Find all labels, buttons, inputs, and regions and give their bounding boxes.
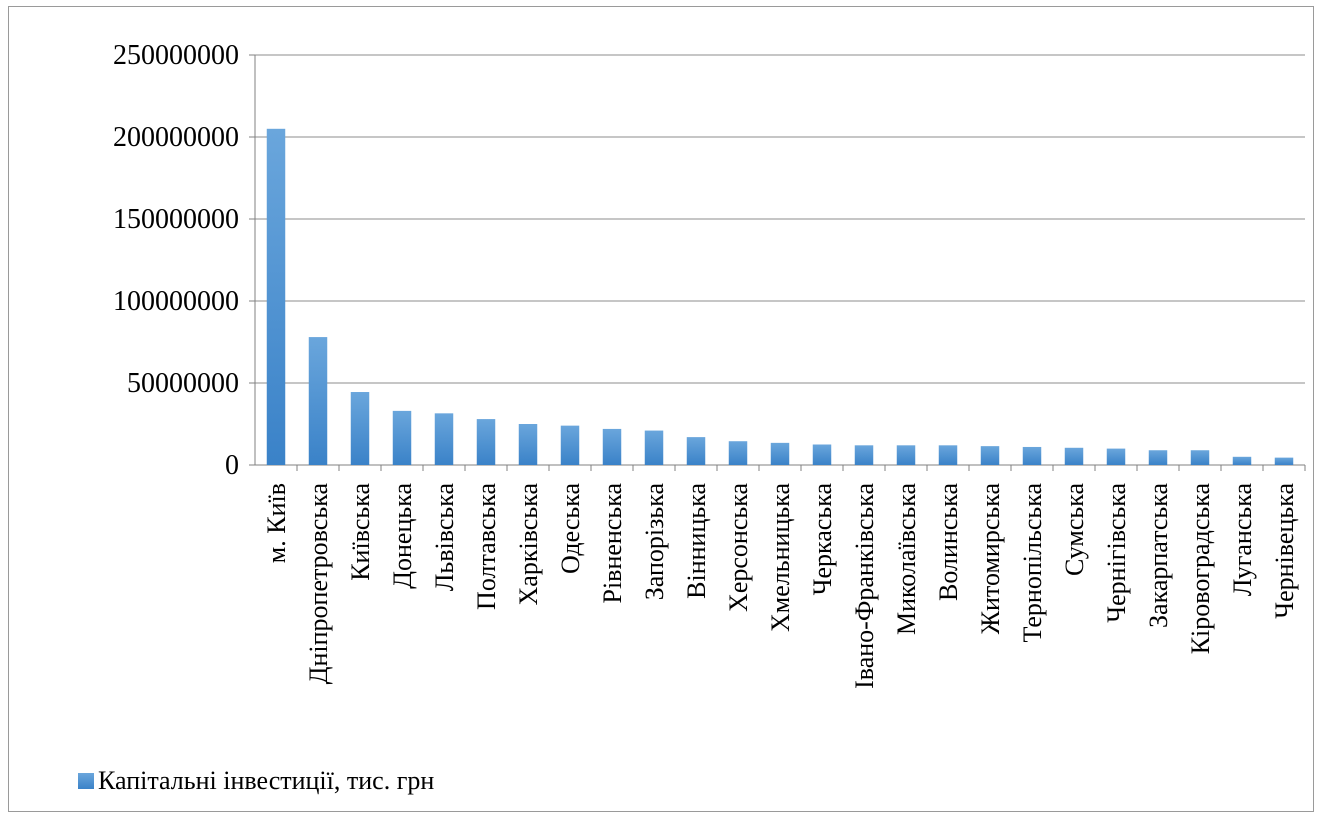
x-tick-label: Харківська [514,483,543,606]
x-tick-label: Дніпропетровська [304,483,333,685]
y-tick-label: 0 [225,450,239,481]
x-tick-label: Донецька [388,483,417,589]
bar [1022,446,1042,465]
bar [644,430,664,465]
y-tick-label: 200000000 [113,122,239,153]
bar [518,424,538,465]
bar [854,445,874,465]
legend-label: Капітальні інвестиції, тис. грн [98,766,435,795]
x-tick-label: Чернігівська [1102,483,1131,623]
bar [812,444,832,465]
x-tick-label: Закарпатська [1144,483,1173,628]
x-tick-label: Луганська [1228,483,1257,597]
y-tick-label: 50000000 [127,368,239,399]
y-tick-label: 150000000 [113,204,239,235]
x-tick-label: Миколаївська [892,483,921,635]
x-tick-label: Київська [346,483,375,581]
bar [602,428,622,465]
bar [308,337,328,465]
x-tick-label: Хмельницька [766,483,795,632]
x-tick-label: Херсонська [724,483,753,612]
bars [266,128,1294,466]
x-tick-label: Черкаська [808,483,837,596]
x-tick-label: м. Київ [262,483,291,563]
x-tick-label: Рівненська [598,483,627,604]
x-tick-label: Полтавська [472,483,501,610]
x-tick-label: Сумська [1060,483,1089,576]
legend-swatch [78,773,94,789]
bar [350,392,370,465]
bar [434,413,454,465]
bar [728,441,748,465]
bar [686,437,706,465]
bar [1190,450,1210,465]
x-tick-label: Чернівецька [1270,483,1299,619]
x-tick-label: Кіровоградська [1186,483,1215,655]
bar [1232,456,1252,465]
bar [1106,448,1126,465]
x-tick-label: Вінницька [682,483,711,599]
x-axis-labels: м. Київ Дніпропетровська Київська Донецька Л… [262,483,1299,689]
bar [896,445,916,465]
x-tick-label: Одеська [556,483,585,574]
x-tick-label: Львівська [430,483,459,592]
x-tick-label: Житомирська [976,483,1005,635]
y-tick-label: 250000000 [113,40,239,71]
x-tick-label: Волинська [934,483,963,601]
bar [266,128,286,466]
bar [938,445,958,465]
bar [476,419,496,465]
legend: Капітальні інвестиції, тис. грн [78,766,434,796]
y-tick-label: 100000000 [113,286,239,317]
bar [560,425,580,465]
gridlines [249,54,1306,471]
chart-frame [8,6,1314,812]
y-axis-ticks: 0 50000000 100000000 150000000 200000000 2500… [113,40,239,481]
x-tick-label: Запорізька [640,483,669,601]
bar [770,442,790,465]
bar [1274,457,1294,465]
bar [980,446,1000,465]
x-tick-label: Івано-Франківська [850,483,879,689]
bar [1064,447,1084,465]
bar [392,410,412,465]
bar [1148,450,1168,465]
x-tick-label: Тернопільська [1018,483,1047,643]
